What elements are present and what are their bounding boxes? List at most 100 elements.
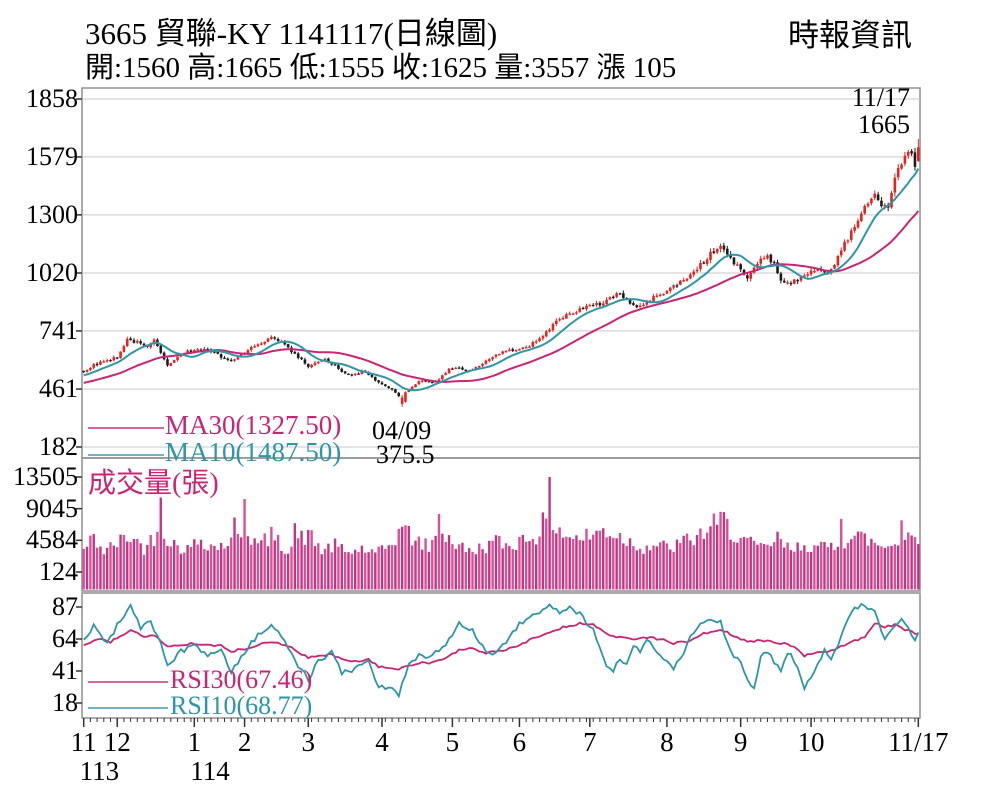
candle-body: [578, 308, 582, 312]
candle-body: [213, 351, 216, 353]
candle-body: [313, 362, 317, 365]
candle-body: [635, 305, 639, 308]
rsi-axis-label: 41: [52, 656, 78, 685]
volume-bar: [806, 551, 809, 590]
candle-body: [769, 254, 773, 263]
volume-bar: [444, 541, 447, 590]
candle-body: [484, 360, 488, 364]
volume-bar: [390, 545, 394, 590]
volume-bar: [303, 544, 307, 590]
volume-bar: [662, 540, 665, 590]
candle-body: [880, 200, 883, 207]
candle-body: [317, 361, 320, 364]
candle-body: [746, 275, 749, 279]
candle-body: [333, 364, 337, 366]
volume-bar: [883, 547, 886, 590]
volume-bar: [860, 531, 863, 590]
rsi-axis-label: 64: [52, 624, 78, 653]
volume-bar: [498, 535, 501, 590]
volume-bar: [340, 544, 343, 590]
volume-bar: [263, 533, 266, 590]
volume-bar: [628, 538, 632, 590]
volume-bar: [233, 517, 236, 590]
volume-bar: [695, 535, 699, 590]
candle-body: [306, 363, 310, 367]
volume-bar: [675, 539, 679, 590]
volume-bar: [575, 535, 578, 590]
candle-body: [776, 262, 779, 274]
volume-bar: [917, 544, 920, 590]
rsi10-legend-swatch: [88, 707, 168, 709]
candle-body: [343, 371, 347, 374]
candle-body: [598, 302, 602, 306]
candle-body: [394, 389, 397, 393]
volume-bar: [732, 542, 736, 590]
candle-body: [561, 318, 565, 320]
candle-body: [501, 351, 504, 354]
volume-bar: [112, 545, 116, 590]
candle-body: [115, 357, 119, 359]
candle-body: [461, 367, 464, 370]
volume-bar: [548, 477, 551, 590]
volume-bar: [799, 550, 803, 590]
candle-body: [323, 358, 327, 360]
volume-bar: [447, 535, 451, 590]
candle-body: [729, 254, 732, 258]
volume-bar: [585, 528, 588, 590]
candle-body: [390, 388, 394, 390]
candle-body: [350, 374, 354, 376]
candle-body: [692, 271, 696, 275]
x-axis-month-label: 10: [797, 727, 825, 757]
candle-body: [102, 361, 106, 363]
volume-bar: [216, 549, 219, 590]
volume-bar: [410, 545, 414, 590]
candle-body: [410, 387, 414, 390]
x-axis-month-label: 1: [187, 727, 202, 757]
candle-body: [172, 360, 176, 363]
volume-bar: [193, 539, 196, 590]
volume-bar: [538, 536, 541, 590]
candle-body: [719, 245, 722, 249]
volume-bar: [236, 534, 240, 590]
rsi-pane-border: [81, 592, 921, 719]
candle-body: [400, 397, 404, 404]
volume-bar: [206, 550, 209, 590]
volume-bar: [196, 544, 199, 590]
candle-body: [132, 340, 136, 343]
candle-body: [89, 368, 92, 370]
candle-body: [303, 359, 307, 364]
candle-body: [109, 359, 112, 362]
candle-body: [246, 350, 250, 354]
volume-bar: [317, 543, 320, 590]
volume-bar: [508, 546, 511, 590]
volume-bar: [223, 548, 226, 590]
volume-bar: [266, 546, 270, 590]
candle-body: [816, 269, 820, 271]
ma10-legend-label: MA10(1487.50): [165, 437, 342, 467]
candle-body: [739, 264, 742, 270]
volume-bar: [95, 547, 99, 590]
volume-bar: [431, 540, 434, 590]
candle-body: [129, 338, 132, 341]
candle-body: [293, 351, 297, 354]
volume-bar: [209, 544, 213, 590]
candle-body: [883, 205, 887, 207]
candle-body: [239, 354, 243, 357]
x-axis-month-label: 7: [583, 727, 597, 757]
volume-bar: [581, 540, 585, 590]
candle-body: [759, 258, 763, 264]
volume-bar: [682, 535, 685, 590]
rsi30-legend-swatch: [88, 681, 168, 683]
candle-body: [903, 155, 907, 164]
volume-bar: [142, 554, 146, 590]
ma30-line: [83, 210, 920, 384]
volume-bar: [665, 543, 669, 590]
x-axis-month-label: 9: [733, 727, 748, 757]
ma30-legend-swatch: [88, 427, 164, 429]
volume-bar: [461, 542, 464, 590]
candle-body: [591, 304, 595, 307]
candle-body: [152, 339, 156, 345]
rsi10-legend-label: RSI10(68.77): [170, 691, 313, 720]
candle-body: [464, 369, 468, 371]
volume-bar: [434, 535, 437, 590]
